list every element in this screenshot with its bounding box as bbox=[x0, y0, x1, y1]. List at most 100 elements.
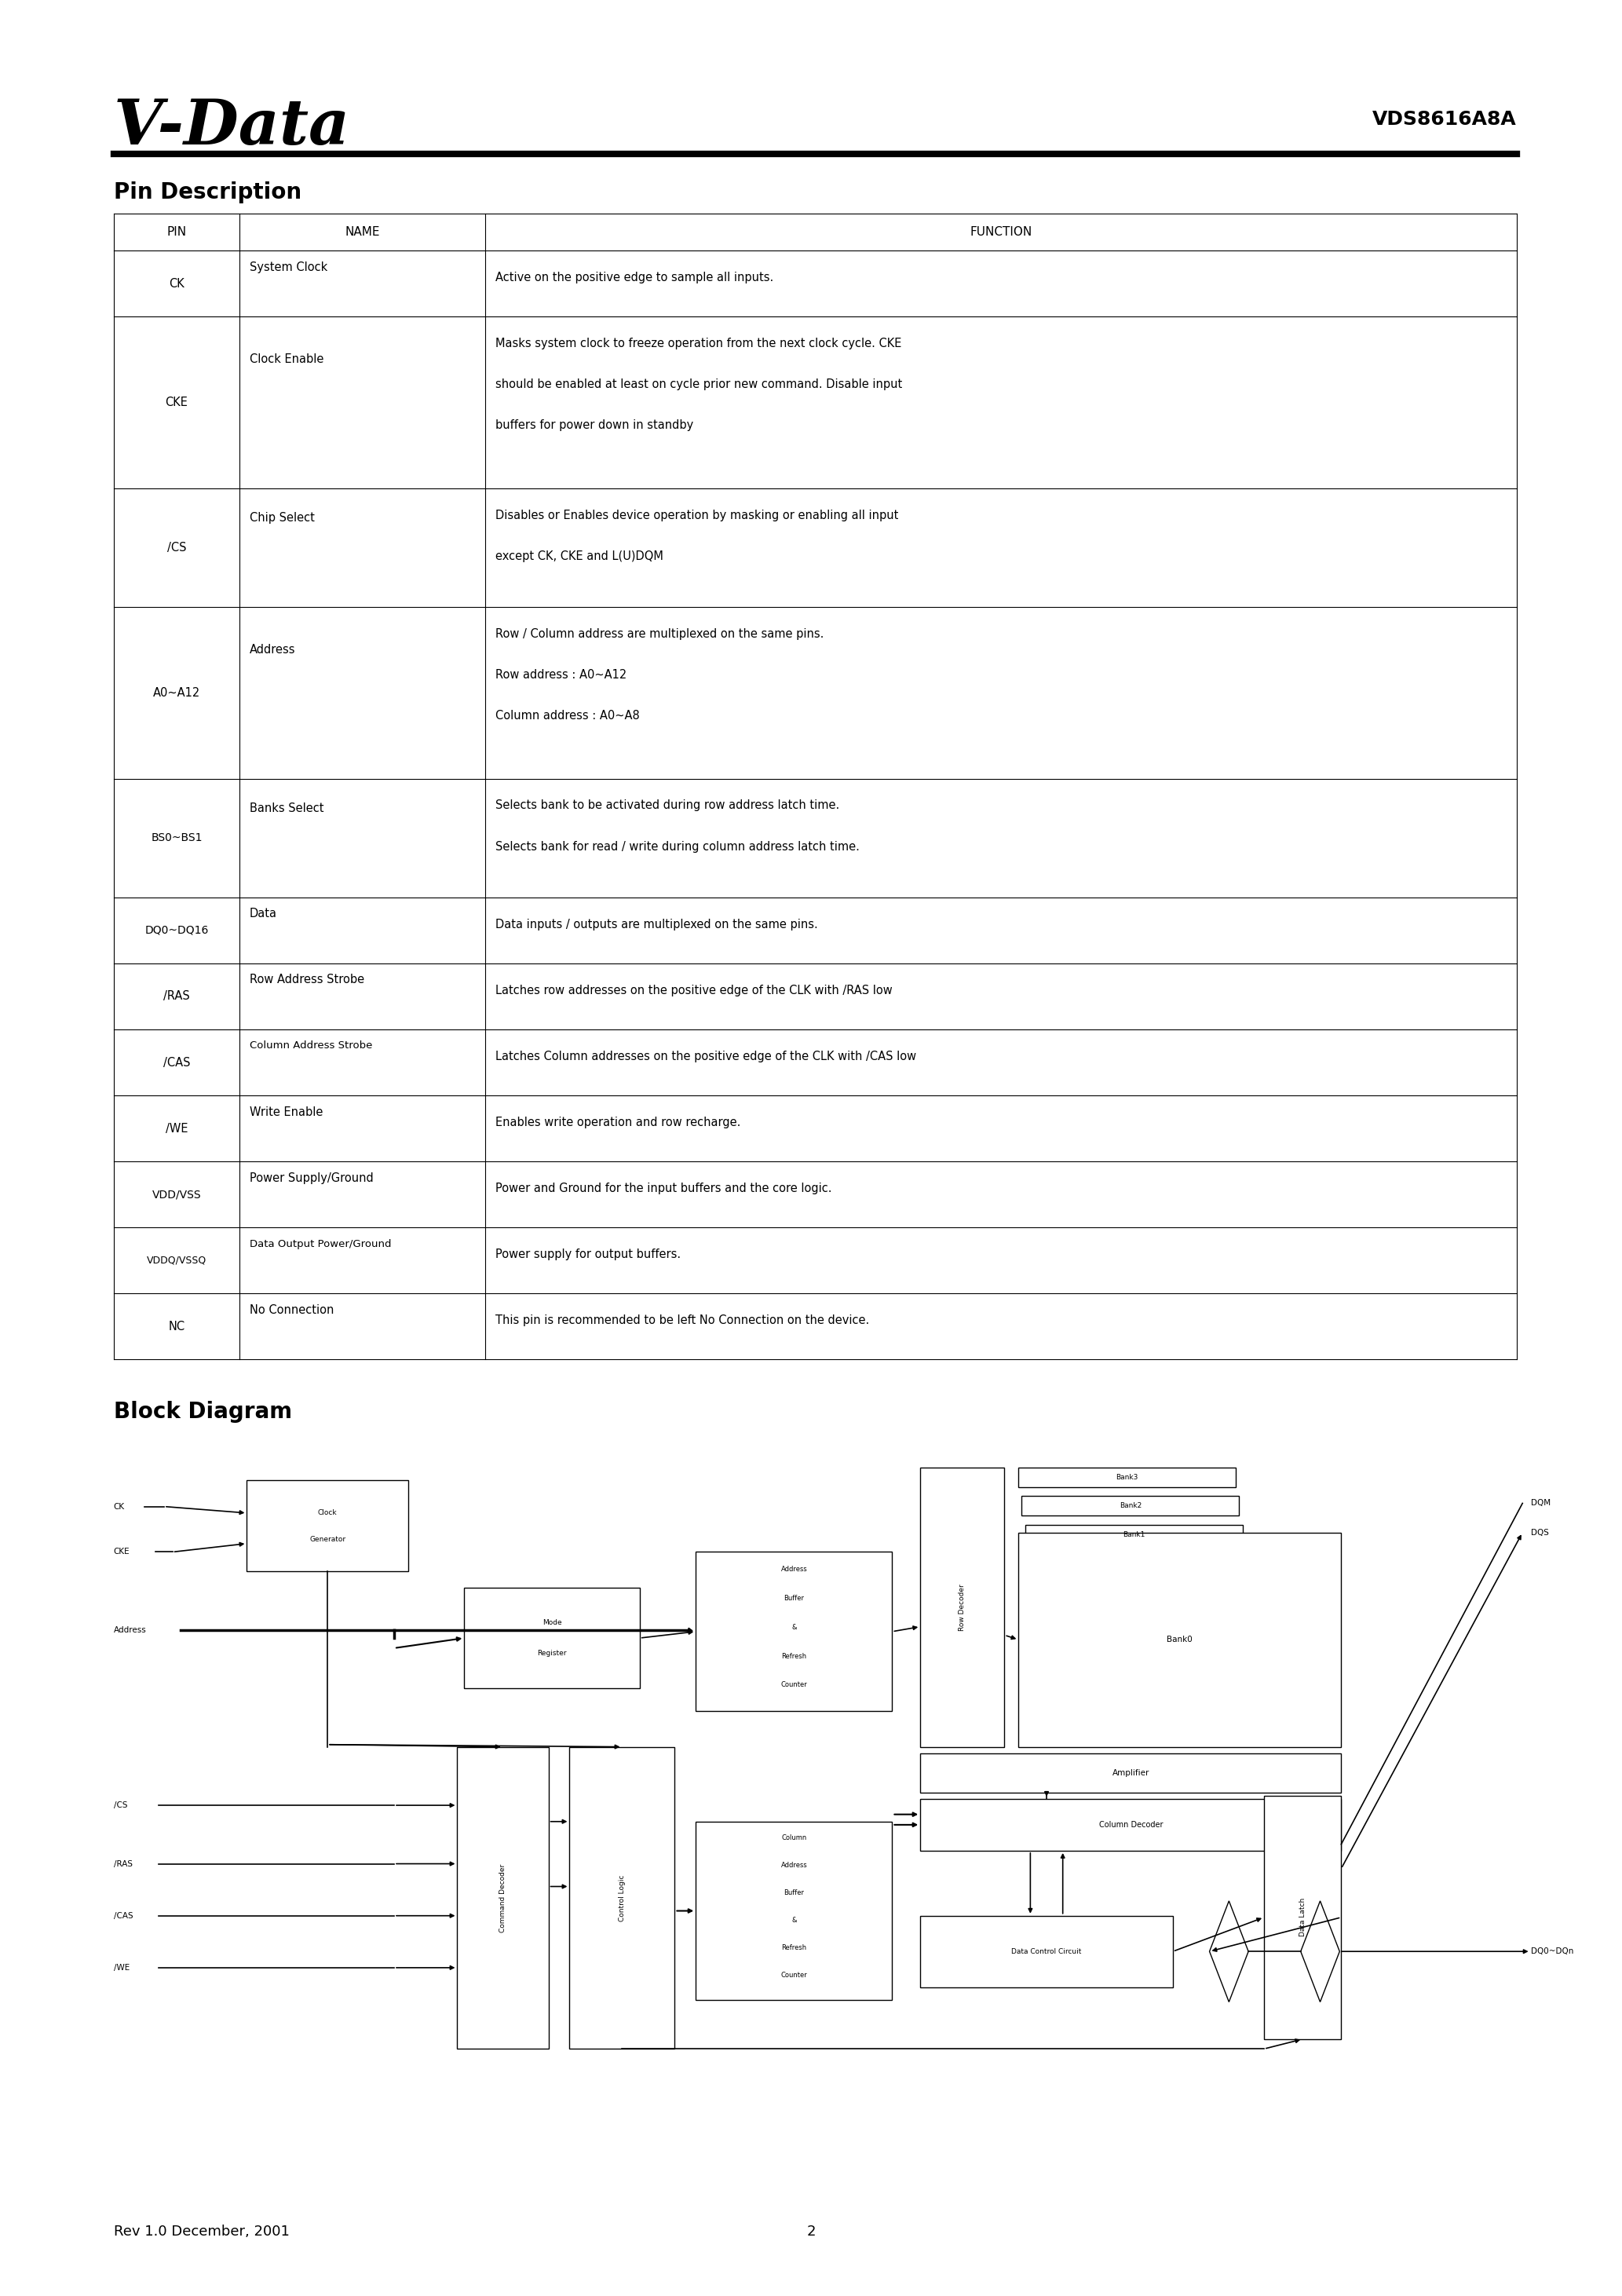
Text: Bank1: Bank1 bbox=[1122, 1531, 1145, 1538]
Text: Refresh: Refresh bbox=[782, 1945, 806, 1952]
Text: Block Diagram: Block Diagram bbox=[114, 1401, 292, 1424]
Text: Row address : A0~A12: Row address : A0~A12 bbox=[495, 668, 626, 682]
Text: &: & bbox=[792, 1623, 796, 1630]
Bar bbox=[464, 1589, 639, 1688]
Text: V-Data: V-Data bbox=[114, 96, 350, 158]
Text: Address: Address bbox=[780, 1862, 808, 1869]
Bar bbox=[920, 1467, 1004, 1747]
Text: This pin is recommended to be left No Connection on the device.: This pin is recommended to be left No Co… bbox=[495, 1316, 869, 1327]
Text: Latches Column addresses on the positive edge of the CLK with /CAS low: Latches Column addresses on the positive… bbox=[495, 1052, 916, 1063]
Text: Masks system clock to freeze operation from the next clock cycle. CKE: Masks system clock to freeze operation f… bbox=[495, 338, 902, 349]
Text: Row Decoder: Row Decoder bbox=[959, 1584, 967, 1630]
Text: Rev 1.0 December, 2001: Rev 1.0 December, 2001 bbox=[114, 2225, 289, 2239]
Text: A0~A12: A0~A12 bbox=[152, 687, 201, 698]
Bar bbox=[247, 1481, 409, 1570]
Text: Column Decoder: Column Decoder bbox=[1098, 1821, 1163, 1828]
Text: Data Control Circuit: Data Control Circuit bbox=[1012, 1947, 1082, 1954]
Text: Buffer: Buffer bbox=[783, 1890, 805, 1896]
Text: Data: Data bbox=[250, 907, 277, 921]
Text: Buffer: Buffer bbox=[783, 1596, 805, 1603]
Bar bbox=[1264, 1795, 1341, 2039]
Text: Bank2: Bank2 bbox=[1119, 1502, 1142, 1508]
Polygon shape bbox=[1210, 1901, 1249, 2002]
Text: Command Decoder: Command Decoder bbox=[500, 1864, 506, 1933]
Text: Active on the positive edge to sample all inputs.: Active on the positive edge to sample al… bbox=[495, 271, 774, 282]
Text: CK: CK bbox=[114, 1502, 125, 1511]
Text: /CAS: /CAS bbox=[164, 1056, 190, 1068]
Text: except CK, CKE and L(U)DQM: except CK, CKE and L(U)DQM bbox=[495, 551, 663, 563]
Polygon shape bbox=[1301, 1901, 1340, 2002]
Text: FUNCTION: FUNCTION bbox=[970, 225, 1032, 239]
Text: /CS: /CS bbox=[167, 542, 187, 553]
Text: Column: Column bbox=[782, 1835, 806, 1841]
Text: should be enabled at least on cycle prior new command. Disable input: should be enabled at least on cycle prio… bbox=[495, 379, 902, 390]
Text: /WE: /WE bbox=[114, 1963, 130, 1972]
Text: Bank0: Bank0 bbox=[1166, 1635, 1192, 1644]
Text: Clock Enable: Clock Enable bbox=[250, 354, 324, 365]
Text: buffers for power down in standby: buffers for power down in standby bbox=[495, 420, 693, 432]
Text: Data Latch: Data Latch bbox=[1299, 1899, 1306, 1938]
Text: CKE: CKE bbox=[114, 1548, 130, 1557]
Text: No Connection: No Connection bbox=[250, 1304, 334, 1316]
Text: Amplifier: Amplifier bbox=[1113, 1768, 1150, 1777]
Text: Write Enable: Write Enable bbox=[250, 1107, 323, 1118]
Bar bbox=[457, 1747, 548, 2048]
Text: Bank3: Bank3 bbox=[1116, 1474, 1139, 1481]
Text: Latches row addresses on the positive edge of the CLK with /RAS low: Latches row addresses on the positive ed… bbox=[495, 985, 892, 996]
Text: 2: 2 bbox=[806, 2225, 816, 2239]
Text: Refresh: Refresh bbox=[782, 1653, 806, 1660]
Text: Counter: Counter bbox=[780, 1681, 808, 1688]
Bar bbox=[920, 1754, 1341, 1793]
Bar bbox=[696, 1552, 892, 1711]
Text: System Clock: System Clock bbox=[250, 262, 328, 273]
Text: Data inputs / outputs are multiplexed on the same pins.: Data inputs / outputs are multiplexed on… bbox=[495, 918, 817, 930]
Text: /WE: /WE bbox=[165, 1123, 188, 1134]
Text: DQ0~DQn: DQ0~DQn bbox=[1531, 1947, 1573, 1956]
Text: Selects bank for read / write during column address latch time.: Selects bank for read / write during col… bbox=[495, 840, 860, 852]
Text: Column address : A0~A8: Column address : A0~A8 bbox=[495, 709, 639, 721]
Text: Pin Description: Pin Description bbox=[114, 181, 302, 204]
Text: Generator: Generator bbox=[310, 1536, 345, 1543]
Text: Row Address Strobe: Row Address Strobe bbox=[250, 974, 365, 985]
Text: VDD/VSS: VDD/VSS bbox=[152, 1189, 201, 1201]
Text: /RAS: /RAS bbox=[164, 990, 190, 1003]
Text: Address: Address bbox=[114, 1626, 146, 1635]
Text: VDS8616A8A: VDS8616A8A bbox=[1372, 110, 1517, 129]
Text: /CAS: /CAS bbox=[114, 1913, 133, 1919]
Text: Power supply for output buffers.: Power supply for output buffers. bbox=[495, 1249, 681, 1261]
Text: Mode: Mode bbox=[542, 1619, 561, 1626]
Bar bbox=[1025, 1525, 1242, 1545]
Text: DQM: DQM bbox=[1531, 1499, 1551, 1506]
Text: NAME: NAME bbox=[345, 225, 380, 239]
Text: BS0~BS1: BS0~BS1 bbox=[151, 833, 203, 843]
Text: Row / Column address are multiplexed on the same pins.: Row / Column address are multiplexed on … bbox=[495, 629, 824, 641]
Text: Register: Register bbox=[537, 1649, 566, 1658]
Bar bbox=[569, 1747, 675, 2048]
Text: Address: Address bbox=[780, 1566, 808, 1573]
Bar bbox=[1019, 1467, 1236, 1488]
Text: Address: Address bbox=[250, 643, 295, 657]
Text: /CS: /CS bbox=[114, 1802, 127, 1809]
Text: Clock: Clock bbox=[318, 1508, 337, 1515]
Text: CK: CK bbox=[169, 278, 185, 289]
Text: DQS: DQS bbox=[1531, 1529, 1549, 1536]
Text: Enables write operation and row recharge.: Enables write operation and row recharge… bbox=[495, 1116, 740, 1127]
Bar bbox=[920, 1798, 1341, 1851]
Text: CKE: CKE bbox=[165, 397, 188, 409]
Bar bbox=[920, 1915, 1173, 1986]
Text: Power Supply/Ground: Power Supply/Ground bbox=[250, 1171, 373, 1185]
Text: Counter: Counter bbox=[780, 1972, 808, 1979]
Text: &: & bbox=[792, 1917, 796, 1924]
Text: DQ0~DQ16: DQ0~DQ16 bbox=[144, 925, 209, 937]
Text: Disables or Enables device operation by masking or enabling all input: Disables or Enables device operation by … bbox=[495, 510, 899, 521]
Text: NC: NC bbox=[169, 1320, 185, 1332]
Text: Power and Ground for the input buffers and the core logic.: Power and Ground for the input buffers a… bbox=[495, 1182, 832, 1194]
Text: /RAS: /RAS bbox=[114, 1860, 133, 1867]
Text: PIN: PIN bbox=[167, 225, 187, 239]
Text: Column Address Strobe: Column Address Strobe bbox=[250, 1040, 373, 1052]
Text: Selects bank to be activated during row address latch time.: Selects bank to be activated during row … bbox=[495, 799, 839, 810]
Bar bbox=[1019, 1531, 1341, 1747]
Text: Chip Select: Chip Select bbox=[250, 512, 315, 523]
Bar bbox=[1022, 1497, 1239, 1515]
Text: Banks Select: Banks Select bbox=[250, 801, 324, 815]
